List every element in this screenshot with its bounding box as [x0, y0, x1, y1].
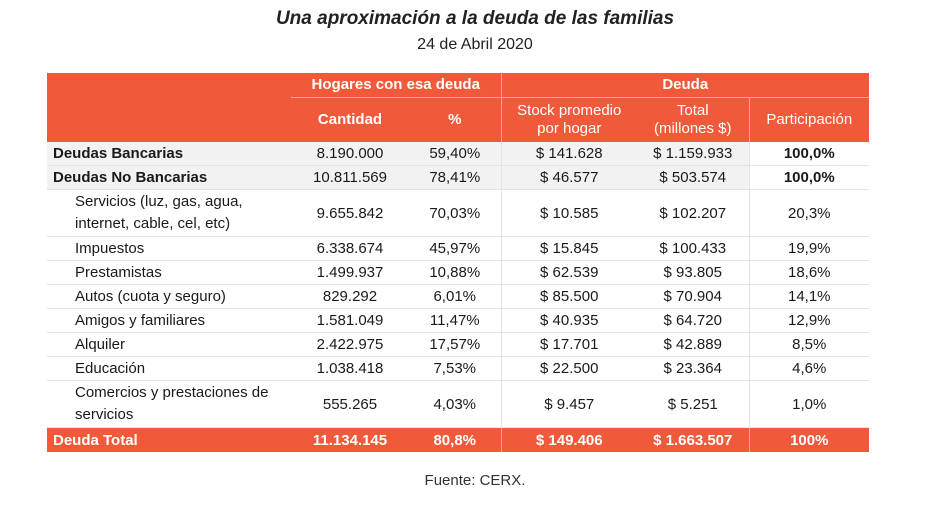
- table-row: Servicios (luz, gas, agua, internet, cab…: [47, 189, 870, 237]
- row-name: Alquiler: [47, 332, 291, 357]
- row-participacion: 12,9%: [748, 308, 870, 333]
- row-participacion: 1,0%: [748, 380, 870, 428]
- table-row: Alquiler 2.422.975 17,57% $ 17.701 $ 42.…: [47, 332, 870, 357]
- row-cantidad: 1.581.049: [291, 308, 409, 333]
- row-percent: 6,01%: [409, 284, 501, 309]
- row-cantidad: 10.811.569: [291, 165, 409, 190]
- header-column-row: Cantidad % Stock promedio por hogar Tota…: [47, 97, 870, 142]
- row-percent: 10,88%: [409, 260, 501, 285]
- total-row: Deuda Total 11.134.145 80,8% $ 149.406 $…: [47, 427, 870, 452]
- row-cantidad: 555.265: [291, 380, 409, 428]
- debt-table-container: Hogares con esa deuda Deuda Cantidad % S…: [47, 73, 870, 452]
- table-row: Deudas Bancarias 8.190.000 59,40% $ 141.…: [47, 142, 870, 166]
- row-name: Servicios (luz, gas, agua, internet, cab…: [47, 189, 291, 237]
- header-stock-line1: Stock promedio: [517, 102, 622, 119]
- table-row: Deudas No Bancarias 10.811.569 78,41% $ …: [47, 165, 870, 190]
- row-name: Amigos y familiares: [47, 308, 291, 333]
- header-total-line2: (millones $): [653, 120, 732, 137]
- row-cantidad: 1.499.937: [291, 260, 409, 285]
- header-group-hogares: Hogares con esa deuda: [291, 73, 501, 98]
- header-empty-cell: [47, 73, 291, 98]
- row-name: Deudas No Bancarias: [47, 165, 291, 190]
- row-name: Deudas Bancarias: [47, 142, 291, 166]
- row-stock: $ 141.628: [500, 142, 637, 166]
- row-percent: 7,53%: [409, 356, 501, 381]
- source-note: Fuente: CERX.: [424, 472, 526, 489]
- table-row: Educación 1.038.418 7,53% $ 22.500 $ 23.…: [47, 356, 870, 381]
- header-percent: %: [409, 97, 501, 142]
- header-participacion: Participación: [748, 97, 870, 142]
- row-total: $ 23.364: [637, 356, 749, 381]
- header-group-row: Hogares con esa deuda Deuda: [47, 73, 870, 98]
- row-percent: 78,41%: [409, 165, 501, 190]
- row-total: $ 64.720: [637, 308, 749, 333]
- row-total: $ 5.251: [637, 380, 749, 428]
- table-row: Prestamistas 1.499.937 10,88% $ 62.539 $…: [47, 260, 870, 285]
- row-cantidad: 8.190.000: [291, 142, 409, 166]
- total-name: Deuda Total: [47, 427, 291, 452]
- row-stock: $ 62.539: [500, 260, 637, 285]
- row-percent: 45,97%: [409, 236, 501, 261]
- row-cantidad: 829.292: [291, 284, 409, 309]
- row-percent: 4,03%: [409, 380, 501, 428]
- row-participacion: 8,5%: [748, 332, 870, 357]
- row-stock: $ 10.585: [500, 189, 637, 237]
- header-total-line1: Total: [676, 102, 709, 119]
- row-total: $ 70.904: [637, 284, 749, 309]
- total-percent: 80,8%: [409, 427, 501, 452]
- row-name: Educación: [47, 356, 291, 381]
- row-participacion: 14,1%: [748, 284, 870, 309]
- row-name: Comercios y prestaciones de servicios: [47, 380, 291, 428]
- total-stock: $ 149.406: [500, 427, 637, 452]
- header-empty-cell: [47, 97, 291, 142]
- total-total: $ 1.663.507: [637, 427, 749, 452]
- row-participacion: 100,0%: [748, 165, 870, 190]
- row-total: $ 102.207: [637, 189, 749, 237]
- row-percent: 59,40%: [409, 142, 501, 166]
- row-stock: $ 40.935: [500, 308, 637, 333]
- row-percent: 17,57%: [409, 332, 501, 357]
- table-row: Impuestos 6.338.674 45,97% $ 15.845 $ 10…: [47, 236, 870, 261]
- row-percent: 11,47%: [409, 308, 501, 333]
- row-total: $ 100.433: [637, 236, 749, 261]
- row-stock: $ 22.500: [500, 356, 637, 381]
- header-total: Total (millones $): [637, 97, 749, 142]
- row-total: $ 1.159.933: [637, 142, 749, 166]
- document-title: Una aproximación a la deuda de las famil…: [275, 8, 675, 29]
- row-participacion: 4,6%: [748, 356, 870, 381]
- total-cantidad: 11.134.145: [291, 427, 409, 452]
- header-stock-promedio: Stock promedio por hogar: [500, 97, 637, 142]
- row-percent: 70,03%: [409, 189, 501, 237]
- row-stock: $ 17.701: [500, 332, 637, 357]
- row-name: Impuestos: [47, 236, 291, 261]
- row-total: $ 503.574: [637, 165, 749, 190]
- row-stock: $ 15.845: [500, 236, 637, 261]
- row-stock: $ 85.500: [500, 284, 637, 309]
- row-cantidad: 9.655.842: [291, 189, 409, 237]
- row-cantidad: 2.422.975: [291, 332, 409, 357]
- total-participacion: 100%: [748, 427, 870, 452]
- row-stock: $ 46.577: [500, 165, 637, 190]
- row-participacion: 18,6%: [748, 260, 870, 285]
- row-total: $ 93.805: [637, 260, 749, 285]
- row-participacion: 100,0%: [748, 142, 870, 166]
- header-stock-line2: por hogar: [537, 120, 602, 137]
- debt-table: Hogares con esa deuda Deuda Cantidad % S…: [47, 73, 870, 452]
- header-group-deuda: Deuda: [500, 73, 870, 98]
- row-participacion: 19,9%: [748, 236, 870, 261]
- document-date: 24 de Abril 2020: [417, 36, 533, 53]
- table-row: Comercios y prestaciones de servicios 55…: [47, 380, 870, 428]
- row-stock: $ 9.457: [500, 380, 637, 428]
- table-row: Autos (cuota y seguro) 829.292 6,01% $ 8…: [47, 284, 870, 309]
- row-name: Autos (cuota y seguro): [47, 284, 291, 309]
- row-cantidad: 6.338.674: [291, 236, 409, 261]
- row-cantidad: 1.038.418: [291, 356, 409, 381]
- header-cantidad: Cantidad: [291, 97, 409, 142]
- row-total: $ 42.889: [637, 332, 749, 357]
- table-row: Amigos y familiares 1.581.049 11,47% $ 4…: [47, 308, 870, 333]
- row-name: Prestamistas: [47, 260, 291, 285]
- row-participacion: 20,3%: [748, 189, 870, 237]
